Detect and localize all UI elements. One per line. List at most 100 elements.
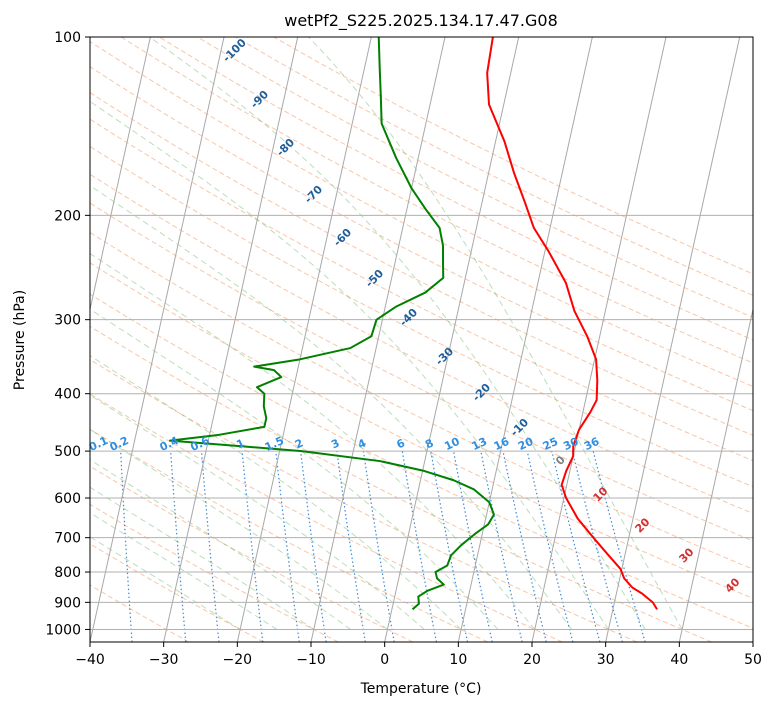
dry-adiabat bbox=[90, 40, 753, 388]
dry-adiabat bbox=[90, 145, 753, 488]
moist-adiabat bbox=[90, 428, 388, 630]
moist-adiabat bbox=[90, 459, 351, 630]
isotherm-line bbox=[457, 37, 593, 642]
x-tick-label: 40 bbox=[670, 652, 688, 668]
x-axis-label: Temperature (°C) bbox=[360, 681, 482, 697]
mixing-ratio-line bbox=[526, 450, 574, 642]
mixing-ratio-annotation: 6 bbox=[395, 436, 408, 451]
y-tick-label: 700 bbox=[54, 531, 81, 547]
mixing-ratio-annotation: 30 bbox=[561, 435, 581, 453]
y-tick-label: 200 bbox=[54, 208, 81, 224]
y-tick-label: 500 bbox=[54, 444, 81, 460]
y-tick-label: 100 bbox=[54, 30, 81, 46]
y-tick-label: 900 bbox=[54, 595, 81, 611]
x-tick-label: 20 bbox=[523, 652, 541, 668]
moist-adiabat bbox=[308, 37, 683, 630]
isotherm-annotation: -70 bbox=[302, 183, 325, 206]
y-tick-label: 300 bbox=[54, 313, 81, 329]
isotherm-line bbox=[0, 37, 3, 642]
x-axis: −40 −30 −20 −10 0 10 20 30 40 50 bbox=[75, 642, 762, 668]
dry-adiabat bbox=[197, 37, 753, 318]
moist-adiabat bbox=[90, 308, 499, 630]
y-tick-label: 1000 bbox=[45, 622, 81, 638]
x-tick-label: −10 bbox=[296, 652, 326, 668]
moist-adiabat bbox=[90, 394, 425, 630]
dry-adiabat bbox=[90, 173, 753, 515]
isotherm-annotation: -60 bbox=[331, 226, 354, 249]
isotherm-annotation: -40 bbox=[397, 306, 420, 329]
isotherm-annotation: -80 bbox=[274, 136, 297, 159]
x-tick-label: −20 bbox=[223, 652, 253, 668]
dry-adiabat bbox=[90, 393, 563, 642]
mixing-ratio-line bbox=[241, 451, 264, 642]
mixing-ratio-annotation: 4 bbox=[356, 436, 369, 451]
x-tick-label: −40 bbox=[75, 652, 105, 668]
mixing-ratio-line bbox=[452, 450, 493, 642]
isotherm-annotation: 0 bbox=[553, 453, 568, 468]
dry-adiabat bbox=[90, 358, 638, 642]
isotherm-line bbox=[90, 37, 225, 642]
mixing-ratio-line bbox=[200, 451, 220, 642]
dry-adiabat bbox=[90, 66, 753, 412]
mixing-ratio-annotation: 25 bbox=[541, 435, 560, 453]
mixing-ratio-line bbox=[275, 451, 300, 642]
mixing-ratio-line bbox=[502, 450, 547, 642]
isotherm-annotation: -50 bbox=[363, 267, 386, 290]
isotherm-annotation: -90 bbox=[248, 88, 271, 111]
moist-adiabat bbox=[90, 355, 462, 630]
isotherm-annotation: 20 bbox=[633, 515, 653, 535]
isotherm-line bbox=[531, 37, 667, 642]
x-tick-label: 10 bbox=[449, 652, 467, 668]
y-axis: 100 200 300 400 500 600 700 800 900 1000 bbox=[45, 30, 90, 638]
isotherm-line bbox=[90, 37, 151, 312]
background-lines bbox=[90, 37, 753, 642]
chart-title: wetPf2_S225.2025.134.17.47.G08 bbox=[284, 11, 558, 31]
dry-adiabat bbox=[90, 543, 264, 642]
mixing-ratio-line bbox=[571, 450, 623, 642]
isotherm-line bbox=[236, 37, 372, 642]
mixing-ratio-line bbox=[551, 450, 601, 642]
dry-adiabat bbox=[90, 231, 753, 570]
moist-adiabat bbox=[90, 512, 278, 630]
isotherm-line bbox=[163, 37, 299, 642]
dry-adiabat bbox=[90, 503, 339, 642]
dry-adiabat bbox=[90, 325, 712, 642]
dry-adiabat bbox=[90, 293, 753, 629]
isotherm-line bbox=[605, 37, 741, 642]
mixing-ratio-annotation: 8 bbox=[423, 436, 435, 451]
isotherm-annotation: -30 bbox=[433, 345, 456, 368]
grid-lines bbox=[0, 37, 753, 642]
isotherm-line bbox=[384, 37, 520, 642]
profile-line-2 bbox=[168, 37, 495, 611]
moist-adiabat bbox=[90, 185, 573, 630]
dry-adiabat bbox=[90, 118, 753, 462]
mixing-ratio-line bbox=[480, 450, 523, 642]
profile-lines bbox=[168, 37, 658, 611]
isotherm-annotation: 30 bbox=[677, 545, 697, 565]
moist-adiabat bbox=[90, 252, 536, 630]
dry-adiabat bbox=[235, 37, 753, 296]
mixing-ratio-line bbox=[336, 451, 366, 642]
dry-adiabat bbox=[90, 92, 753, 436]
isotherm-line bbox=[678, 307, 753, 642]
plot-frame bbox=[89, 36, 754, 643]
mixing-ratio-annotation: 3 bbox=[329, 436, 341, 451]
x-tick-label: 50 bbox=[744, 652, 762, 668]
y-tick-label: 600 bbox=[54, 491, 81, 507]
dry-adiabat bbox=[90, 262, 753, 599]
dry-adiabat bbox=[90, 202, 753, 542]
mixing-ratio-line bbox=[170, 451, 187, 642]
mixing-ratio-annotation: 10 bbox=[442, 435, 462, 453]
y-tick-label: 400 bbox=[54, 387, 81, 403]
isotherm-annotation: -20 bbox=[470, 381, 493, 404]
isotherm-annotation: 10 bbox=[591, 484, 611, 504]
mixing-ratio-annotation: 1 bbox=[234, 436, 246, 451]
x-tick-label: −30 bbox=[149, 652, 179, 668]
dry-adiabat bbox=[90, 584, 190, 642]
moist-adiabat bbox=[149, 37, 646, 630]
mixing-ratio-annotation: 13 bbox=[470, 435, 489, 453]
y-tick-label: 800 bbox=[54, 565, 81, 581]
mixing-ratio-annotation: 16 bbox=[492, 435, 512, 453]
moist-adiabat bbox=[90, 100, 609, 630]
